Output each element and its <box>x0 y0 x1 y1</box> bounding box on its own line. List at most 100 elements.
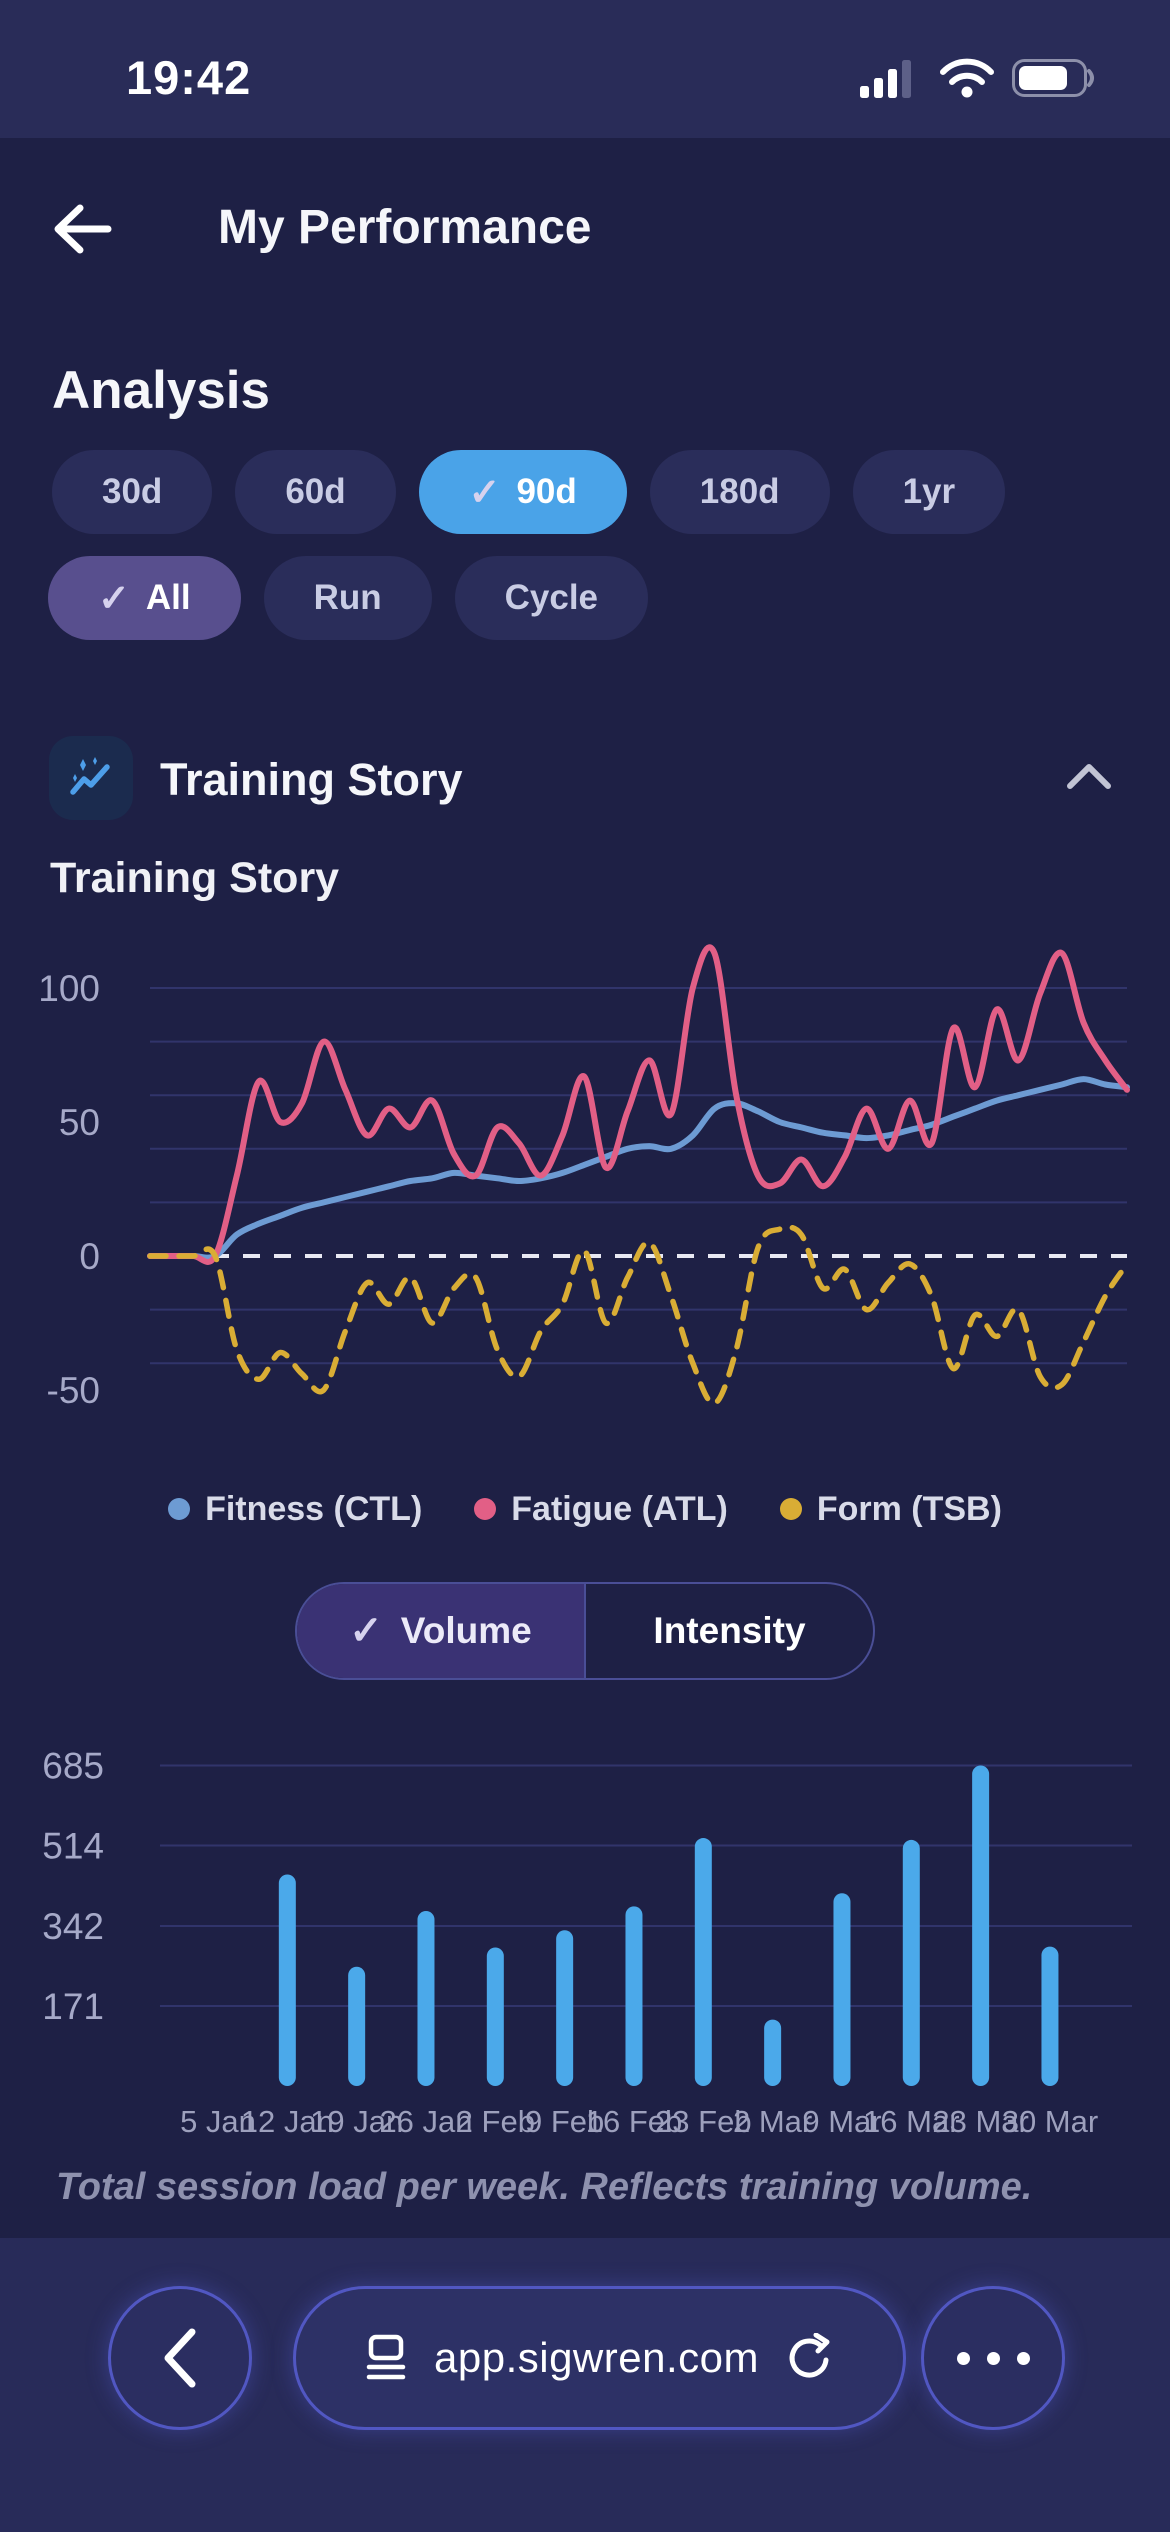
browser-back-button[interactable] <box>108 2286 252 2430</box>
x-axis-label: 23 Feb <box>655 2104 752 2139</box>
svg-text:342: 342 <box>42 1906 104 1947</box>
period-chip-90d[interactable]: ✓ 90d <box>418 450 627 534</box>
x-axis-label: 5 Jan <box>180 2104 256 2139</box>
sport-chip-all[interactable]: ✓ All <box>48 556 241 640</box>
legend-label: Form (TSB) <box>816 1489 1002 1528</box>
period-chip-1yr[interactable]: 1yr <box>852 450 1006 534</box>
status-time: 19:42 <box>126 51 252 104</box>
svg-text:0: 0 <box>79 1236 100 1277</box>
browser-toolbar: app.sigwren.com <box>0 2238 1170 2532</box>
x-axis-label: 9 Feb <box>525 2104 604 2139</box>
training-story-line-chart: 100 50 0 -50 <box>38 944 1130 1411</box>
series-tsb <box>147 1224 1130 1407</box>
bar-23-feb[interactable] <box>694 1838 712 2086</box>
check-icon: ✓ <box>349 1609 383 1653</box>
svg-text:-50: -50 <box>47 1370 100 1411</box>
bar-30-mar[interactable] <box>1041 1946 1059 2086</box>
back-arrow-icon <box>54 204 112 254</box>
legend-label: Fatigue (ATL) <box>511 1489 728 1528</box>
chip-label: 1yr <box>902 472 956 511</box>
url-text: app.sigwren.com <box>434 2334 759 2381</box>
svg-text:514: 514 <box>42 1825 104 1866</box>
x-axis-label: 2 Mar <box>733 2104 812 2139</box>
x-axis-label: 9 Mar <box>802 2104 881 2139</box>
x-axis-label: 2 Feb <box>456 2104 535 2139</box>
reload-icon[interactable] <box>787 2333 833 2383</box>
chart-title: Training Story <box>50 854 340 902</box>
bar-26-jan[interactable] <box>417 1911 435 2086</box>
chip-label: 90d <box>516 472 577 511</box>
reader-icon <box>366 2334 406 2380</box>
chart-caption: Total session load per week. Reflects tr… <box>56 2166 1033 2208</box>
cellular-signal-icon <box>860 60 911 98</box>
page-title: My Performance <box>218 201 592 254</box>
x-axis-label: 26 Jan <box>379 2104 472 2139</box>
x-axis-label: 12 Jan <box>241 2104 334 2139</box>
toggle-intensity[interactable]: Intensity <box>586 1584 873 1678</box>
status-icons <box>850 56 1130 100</box>
legend-dot-icon <box>168 1498 191 1520</box>
back-button[interactable] <box>48 196 116 262</box>
collapse-chevron-icon[interactable] <box>1066 762 1112 790</box>
bar-16-mar[interactable] <box>902 1839 920 2086</box>
training-story-tile <box>49 736 133 820</box>
svg-text:50: 50 <box>59 1102 100 1143</box>
sport-chip-run[interactable]: Run <box>263 556 432 640</box>
x-axis-label: 16 Feb <box>586 2104 683 2139</box>
legend-item: Fatigue (ATL) <box>474 1490 728 1529</box>
status-bar: 19:42 <box>0 0 1170 138</box>
legend-label: Fitness (CTL) <box>205 1489 423 1528</box>
analysis-heading: Analysis <box>52 361 271 420</box>
svg-text:100: 100 <box>38 968 100 1009</box>
chip-label: 30d <box>102 472 163 511</box>
period-chip-30d[interactable]: 30d <box>52 450 213 534</box>
metric-toggle: ✓ Volume Intensity <box>295 1582 875 1680</box>
more-button[interactable] <box>921 2286 1065 2430</box>
toggle-intensity-label: Intensity <box>653 1610 806 1651</box>
chip-label: All <box>145 578 191 617</box>
period-chip-60d[interactable]: 60d <box>235 450 396 534</box>
chart-legend: Fitness (CTL) Fatigue (ATL) Form (TSB) <box>0 1482 1170 1536</box>
bar-16-feb[interactable] <box>625 1906 643 2086</box>
period-chip-180d[interactable]: 180d <box>649 450 830 534</box>
toggle-volume-label: Volume <box>400 1610 532 1651</box>
x-axis-label: 16 Mar <box>863 2104 959 2139</box>
svg-text:685: 685 <box>42 1745 104 1786</box>
x-axis-label: 30 Mar <box>1002 2104 1098 2139</box>
chip-label: 180d <box>699 472 780 511</box>
chevron-left-icon <box>164 2328 196 2388</box>
toggle-volume[interactable]: ✓ Volume <box>297 1584 586 1678</box>
sport-filter-group: ✓ All Run Cycle <box>48 556 649 640</box>
url-bar[interactable]: app.sigwren.com <box>293 2286 906 2430</box>
bar-19-jan[interactable] <box>348 1966 366 2086</box>
chip-label: Run <box>313 578 382 617</box>
section-title: Training Story <box>160 754 463 805</box>
bar-12-jan[interactable] <box>278 1874 296 2086</box>
sport-chip-cycle[interactable]: Cycle <box>454 556 649 640</box>
chip-label: Cycle <box>504 578 599 617</box>
check-icon: ✓ <box>98 577 130 620</box>
svg-text:171: 171 <box>42 1986 104 2027</box>
series-ctl <box>147 1076 1130 1261</box>
period-filter-group: 30d 60d ✓ 90d 180d 1yr <box>52 450 1006 534</box>
bar-2-mar[interactable] <box>764 2019 782 2086</box>
sparkle-trend-icon <box>70 757 110 795</box>
bar-2-feb[interactable] <box>486 1947 504 2086</box>
x-axis-label: 23 Mar <box>932 2104 1028 2139</box>
bar-23-mar[interactable] <box>972 1765 990 2086</box>
legend-item: Fitness (CTL) <box>168 1490 422 1529</box>
bar-9-feb[interactable] <box>556 1930 574 2086</box>
series-atl <box>147 944 1130 1265</box>
x-axis-label: 19 Jan <box>310 2104 403 2139</box>
legend-item: Form (TSB) <box>779 1489 1002 1529</box>
wifi-icon <box>940 58 994 98</box>
legend-dot-icon <box>474 1498 497 1520</box>
ellipsis-icon <box>956 2351 1030 2365</box>
chip-label: 60d <box>285 472 346 511</box>
bar-9-mar[interactable] <box>833 1893 851 2086</box>
training-story-section-header[interactable]: Training Story <box>0 736 1170 824</box>
battery-icon <box>1012 59 1094 97</box>
check-icon: ✓ <box>468 471 501 514</box>
